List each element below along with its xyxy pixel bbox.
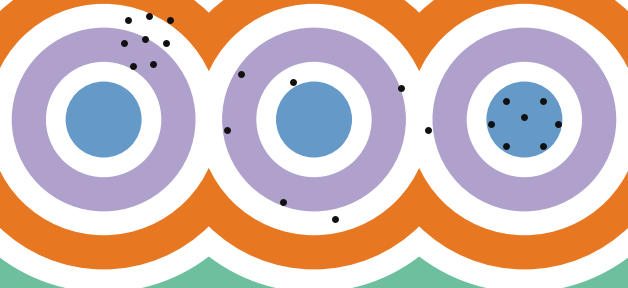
Ellipse shape — [67, 82, 141, 157]
Ellipse shape — [277, 82, 351, 157]
Ellipse shape — [257, 62, 371, 177]
Ellipse shape — [165, 0, 463, 269]
Ellipse shape — [375, 0, 628, 269]
Ellipse shape — [409, 5, 628, 234]
Ellipse shape — [0, 0, 311, 288]
Ellipse shape — [107, 0, 521, 288]
Ellipse shape — [13, 28, 195, 211]
Ellipse shape — [487, 82, 561, 157]
Ellipse shape — [142, 0, 486, 288]
Ellipse shape — [0, 0, 253, 269]
Ellipse shape — [199, 5, 429, 234]
Ellipse shape — [0, 0, 276, 288]
Ellipse shape — [46, 62, 161, 177]
Ellipse shape — [467, 62, 582, 177]
Ellipse shape — [433, 28, 615, 211]
Ellipse shape — [352, 0, 628, 288]
Ellipse shape — [223, 28, 405, 211]
Ellipse shape — [0, 5, 219, 234]
Ellipse shape — [317, 0, 628, 288]
